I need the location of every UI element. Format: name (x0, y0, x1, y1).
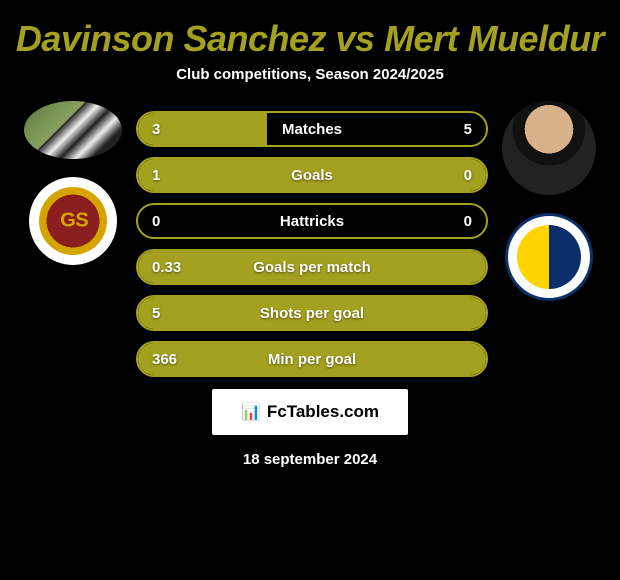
player2-avatar (502, 101, 596, 195)
stat-label: Matches (282, 121, 342, 138)
stat-label: Goals per match (253, 259, 371, 276)
chart-icon: 📊 (241, 402, 261, 422)
stat-bar: 5 Shots per goal (136, 295, 488, 331)
date-label: 18 september 2024 (0, 451, 620, 468)
stat-right-value: 0 (464, 167, 472, 184)
stat-bar: 0 Hattricks 0 (136, 203, 488, 239)
subtitle: Club competitions, Season 2024/2025 (0, 66, 620, 83)
comparison-card: Davinson Sanchez vs Mert Mueldur Club co… (0, 0, 620, 478)
player2-club-logo (505, 213, 593, 301)
stat-left-value: 3 (152, 121, 160, 138)
stat-right-value: 0 (464, 213, 472, 230)
stat-label: Shots per goal (260, 305, 364, 322)
stat-left-value: 5 (152, 305, 160, 322)
stat-bar: 3 Matches 5 (136, 111, 488, 147)
stat-right-value: 5 (464, 121, 472, 138)
player1-avatar (24, 101, 122, 159)
stat-bar: 1 Goals 0 (136, 157, 488, 193)
main-row: 3 Matches 5 1 Goals 0 0 Hattricks 0 0.33 Goals per… (0, 101, 620, 377)
page-title: Davinson Sanchez vs Mert Mueldur (0, 18, 620, 60)
stats-column: 3 Matches 5 1 Goals 0 0 Hattricks 0 0.33 Goals per… (136, 101, 488, 377)
left-avatars (24, 101, 122, 265)
right-avatars (502, 101, 596, 301)
attribution-text: FcTables.com (267, 402, 379, 422)
stat-left-value: 1 (152, 167, 160, 184)
stat-left-value: 0 (152, 213, 160, 230)
attribution-badge[interactable]: 📊 FcTables.com (212, 389, 408, 435)
stat-label: Hattricks (280, 213, 344, 230)
stat-left-value: 366 (152, 351, 177, 368)
stat-label: Min per goal (268, 351, 356, 368)
player1-club-logo (29, 177, 117, 265)
stat-left-value: 0.33 (152, 259, 181, 276)
stat-label: Goals (291, 167, 333, 184)
stat-bar: 0.33 Goals per match (136, 249, 488, 285)
stat-bar: 366 Min per goal (136, 341, 488, 377)
